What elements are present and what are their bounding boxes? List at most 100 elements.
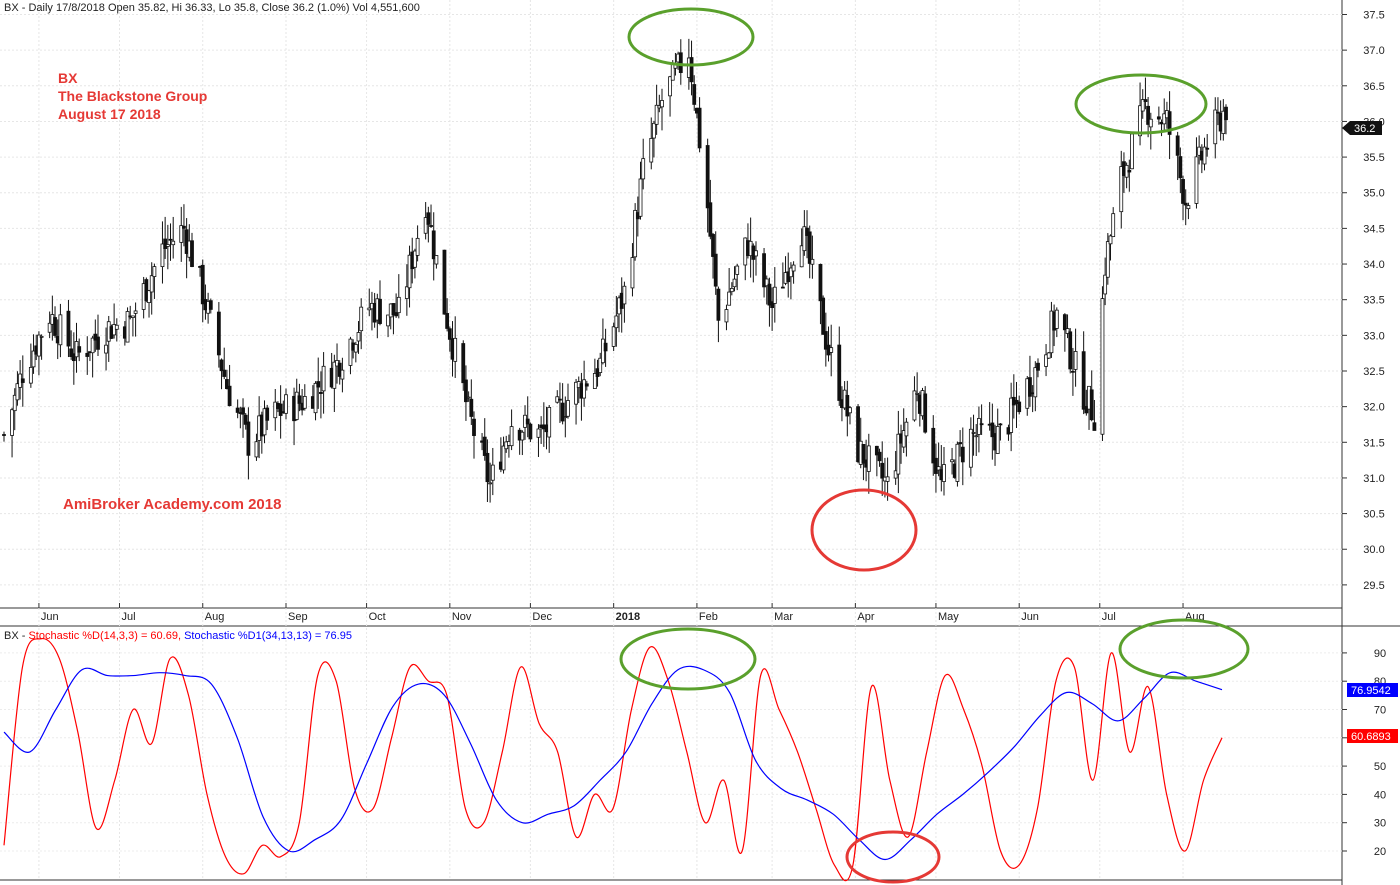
candle-down (144, 279, 149, 301)
candle-up (125, 311, 130, 343)
candle-down (461, 343, 466, 384)
x-tick-label: Feb (699, 611, 718, 623)
candle-down (447, 328, 452, 340)
candle-up (789, 267, 793, 278)
candle-up (39, 335, 44, 338)
candle-down (163, 238, 168, 249)
stoch-d-header: Stochastic %D(14,3,3) = 60.69, (28, 630, 181, 642)
x-tick-label: May (938, 611, 959, 623)
candle-up (1194, 156, 1199, 204)
candle-down (482, 436, 487, 456)
candle-up (58, 314, 63, 346)
candle-down (1146, 105, 1151, 125)
candle-down (1092, 422, 1097, 431)
candle-down (1167, 111, 1172, 135)
stoch-trough-circle-apr (845, 830, 941, 884)
candle-up (152, 266, 157, 277)
candle-up (1138, 105, 1142, 137)
candle-up (574, 381, 578, 405)
stoch-y-tick-label: 70 (1374, 705, 1386, 717)
x-tick-label: 2018 (616, 611, 640, 623)
stoch-y-tick-label: 40 (1374, 789, 1386, 801)
candle-up (1065, 328, 1070, 334)
candle-down (426, 212, 431, 225)
candle-down (708, 202, 713, 237)
candle-down (689, 57, 694, 83)
price-y-tick-label: 37.0 (1363, 45, 1384, 57)
candle-down (222, 369, 227, 377)
candle-down (1062, 314, 1067, 331)
candle-down (603, 342, 608, 352)
price-y-tick-label: 34.5 (1363, 223, 1384, 235)
candle-down (1224, 106, 1228, 121)
candle-down (979, 423, 984, 426)
x-tick-label: Aug (205, 611, 225, 623)
candle-down (877, 451, 882, 462)
symbol-label: BX (58, 70, 78, 86)
candle-down (66, 310, 71, 347)
candle-up (147, 290, 151, 304)
last-close-value: 36.2 (1354, 123, 1375, 135)
x-tick-label: Jul (121, 611, 135, 623)
candle-up (407, 254, 412, 289)
candle-up (915, 392, 920, 395)
candle-down (1127, 169, 1132, 173)
candle-down (525, 418, 530, 425)
candle-down (378, 298, 382, 324)
candle-down (1071, 370, 1075, 373)
candle-down (319, 391, 323, 394)
candle-down (880, 462, 885, 479)
candle-down (692, 84, 697, 105)
candle-up (1073, 351, 1078, 370)
candle-up (133, 310, 138, 314)
candle-up (592, 373, 597, 389)
candle-up (273, 401, 278, 419)
candle-up (727, 291, 732, 306)
candle-up (1033, 367, 1038, 398)
candle-down (678, 52, 683, 74)
stoch-y-tick-label: 20 (1374, 846, 1386, 858)
candle-up (904, 421, 909, 437)
candle-up (660, 100, 664, 108)
candle-up (415, 237, 420, 256)
candle-down (200, 264, 205, 305)
candle-down (1081, 351, 1086, 410)
candle-up (31, 350, 36, 368)
candle-up (423, 217, 428, 234)
candle-down (990, 422, 995, 438)
price-y-tick-label: 29.5 (1363, 580, 1384, 592)
candle-down (53, 317, 57, 336)
candle-down (190, 240, 194, 267)
candle-down (934, 457, 938, 474)
candle-up (1103, 274, 1108, 295)
candle-up (15, 383, 20, 401)
price-y-tick-label: 32.0 (1363, 402, 1384, 414)
stoch-d1-line (3, 665, 1223, 861)
candle-up (386, 314, 390, 327)
candle-up (724, 309, 729, 323)
candle-down (1216, 111, 1220, 114)
candle-down (770, 301, 775, 309)
candle-up (582, 379, 587, 399)
stochastic-series (3, 637, 1223, 882)
candle-down (762, 253, 766, 288)
candle-up (396, 296, 401, 314)
candle-up (848, 407, 852, 414)
candle-up (885, 476, 890, 482)
candle-up (652, 122, 656, 139)
candle-up (1213, 109, 1218, 145)
candle-up (520, 431, 525, 441)
candle-down (225, 379, 229, 390)
candle-up (866, 445, 871, 472)
x-tick-label: Apr (857, 611, 874, 623)
candle-down (1017, 401, 1022, 413)
candle-up (955, 443, 960, 482)
candle-down (1205, 147, 1210, 150)
candle-up (160, 243, 165, 268)
candle-up (165, 244, 170, 247)
candle-up (413, 250, 417, 268)
candle-up (340, 369, 345, 380)
candle-down (874, 445, 879, 456)
